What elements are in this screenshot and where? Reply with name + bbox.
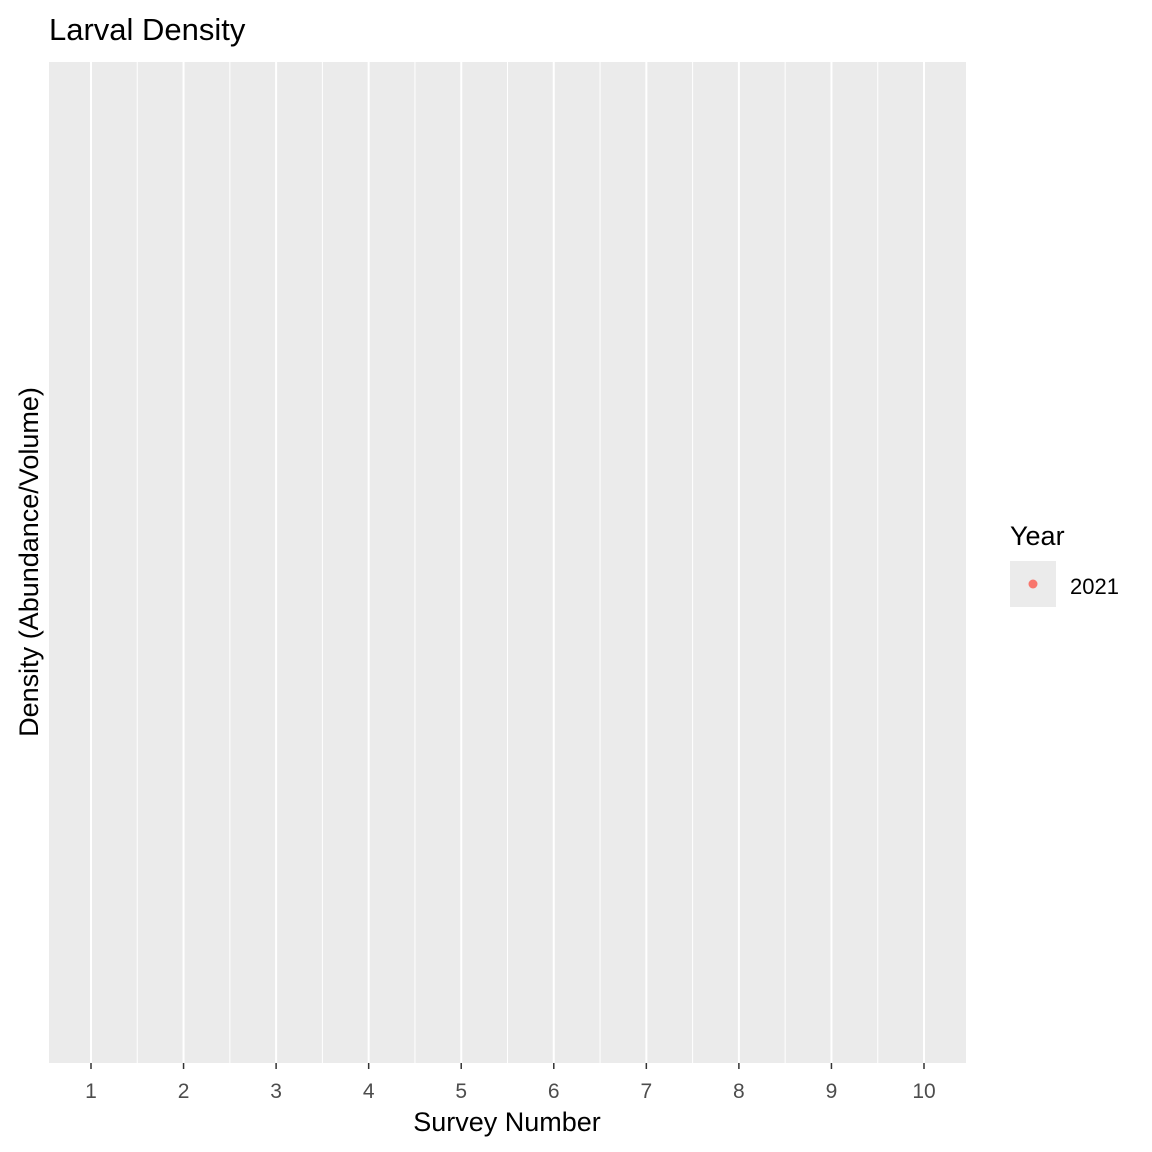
x-tick-label: 7 (640, 1080, 652, 1103)
x-tick-label: 3 (270, 1080, 282, 1103)
y-axis-title: Density (Abundance/Volume) (14, 387, 44, 737)
x-tick-label: 9 (826, 1080, 838, 1103)
x-tick-label: 4 (363, 1080, 375, 1103)
legend-title: Year (1010, 521, 1065, 551)
chart-title: Larval Density (49, 12, 246, 47)
x-axis-title: Survey Number (413, 1107, 601, 1137)
x-axis-ticks: 1 2 3 4 5 6 7 8 9 10 (85, 1063, 936, 1103)
legend: Year 2021 (1010, 521, 1119, 607)
x-tick-label: 6 (548, 1080, 560, 1103)
legend-label-2021: 2021 (1070, 574, 1119, 599)
x-tick-label: 5 (455, 1080, 467, 1103)
legend-key-point (1028, 579, 1038, 589)
x-tick-label: 1 (85, 1080, 97, 1103)
gridlines (90, 62, 925, 1063)
x-tick-label: 2 (178, 1080, 190, 1103)
x-tick-label: 8 (733, 1080, 745, 1103)
x-tick-label: 10 (912, 1080, 935, 1103)
